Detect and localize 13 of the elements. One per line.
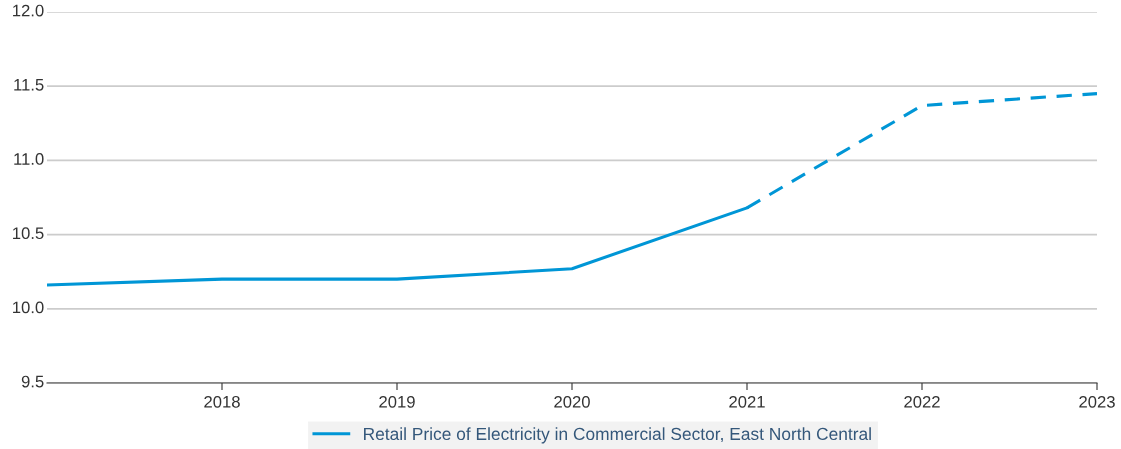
x-tick-label: 2021 (729, 395, 765, 408)
x-tick-label: 2023 (1079, 395, 1115, 408)
y-tick-label: 10.0 (13, 301, 44, 314)
y-tick-label: 9.5 (21, 375, 44, 388)
x-tick-label: 2020 (554, 395, 590, 408)
y-tick-label: 12.0 (13, 4, 44, 17)
y-tick-label: 10.5 (13, 227, 44, 240)
x-tick-label: 2018 (204, 395, 240, 408)
legend-label: Retail Price of Electricity in Commercial Sector, East North Central (364, 427, 871, 444)
x-tick-label: 2022 (904, 395, 940, 408)
y-tick-label: 11.0 (14, 153, 44, 165)
y-tick-label: 11.5 (14, 79, 44, 91)
x-tick-label: 2019 (379, 395, 415, 408)
